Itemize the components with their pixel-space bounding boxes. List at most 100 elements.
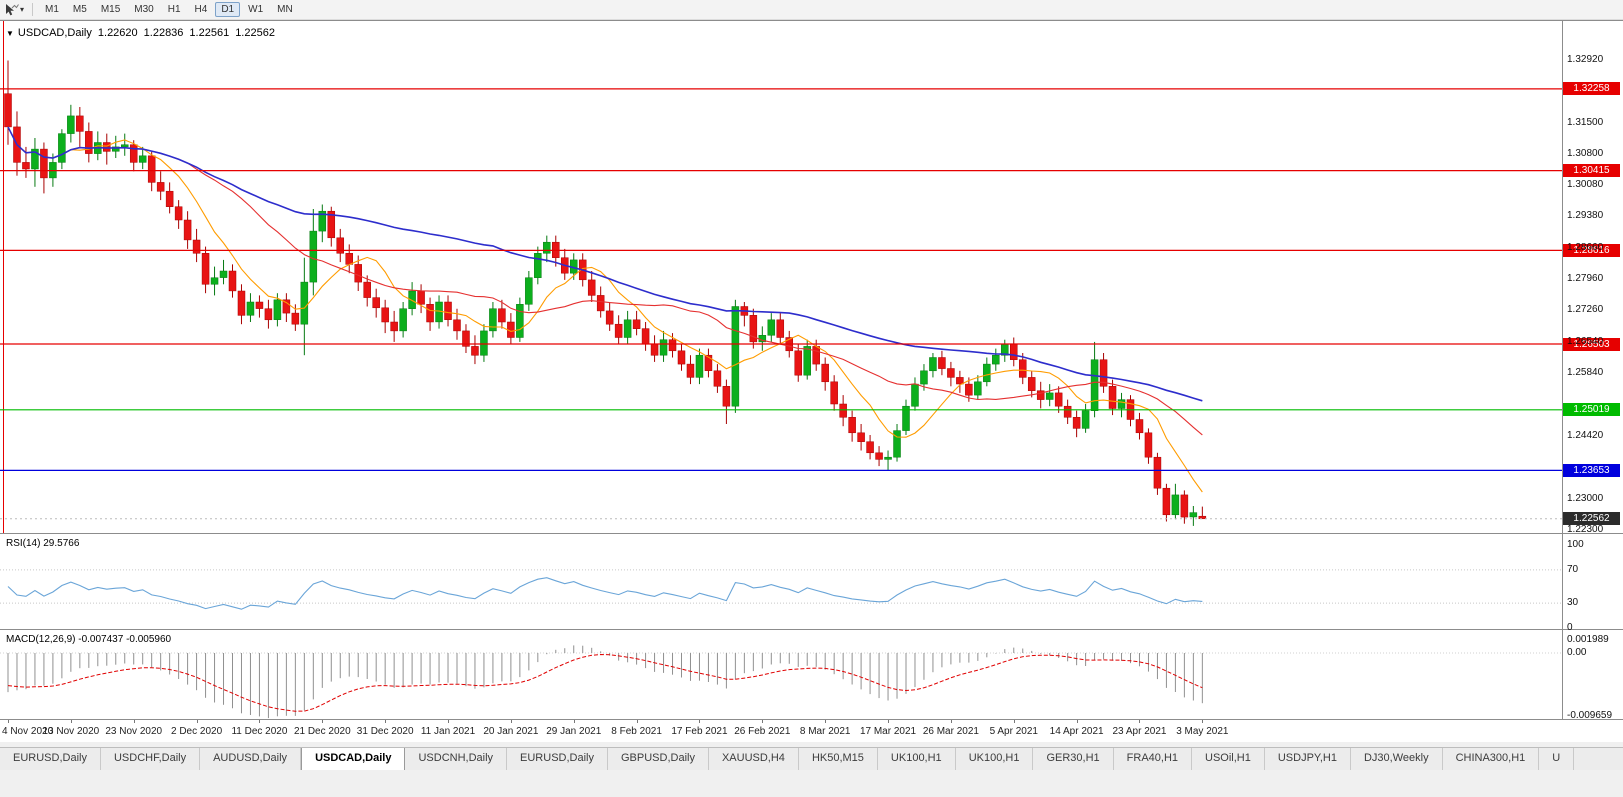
time-axis[interactable]: 4 Nov 2020 13 Nov 2020 23 Nov 2020 2 Dec 20… <box>0 720 1623 742</box>
tab-uk100-h1[interactable]: UK100,H1 <box>955 748 1034 770</box>
date-label: 11 Dec 2020 <box>231 726 288 737</box>
timeframe-button-w1[interactable]: W1 <box>248 4 264 15</box>
tab-usdcad-daily[interactable]: USDCAD,Daily <box>301 748 406 770</box>
tab-dj30-weekly[interactable]: DJ30,Weekly <box>1350 748 1443 770</box>
time-tick-mark <box>762 720 764 723</box>
price-tick: 1.30080 <box>1567 179 1604 191</box>
rsi-line <box>7 577 1203 610</box>
macd-signal-line <box>7 653 1203 712</box>
tab-uk100-h1[interactable]: UK100,H1 <box>877 748 956 770</box>
price-tick: 1.23000 <box>1567 493 1604 505</box>
rsi-tick: 0 <box>1567 622 1573 633</box>
price-tick: 1.28660 <box>1567 242 1604 254</box>
tab-usoil-h1[interactable]: USOil,H1 <box>1192 748 1265 770</box>
level-badge-1.30415: 1.30415 <box>1563 164 1620 178</box>
chart-window-top-border <box>0 20 1623 21</box>
ma-line-55 <box>7 126 1203 402</box>
chart-menu-icon[interactable]: ▼ <box>6 28 14 38</box>
time-tick-mark <box>1013 720 1015 723</box>
time-tick-mark <box>1202 720 1204 723</box>
price-tick: 1.30800 <box>1567 147 1604 159</box>
price-axis[interactable]: 1.32258 1.30415 1.28616 1.26503 1.25019 1.236… <box>1563 21 1623 536</box>
current-price-badge: 1.22562 <box>1563 512 1620 526</box>
timeframe-button-m5[interactable]: M5 <box>72 4 87 15</box>
panel-separator-rsi[interactable] <box>0 533 1623 534</box>
time-tick-mark <box>510 720 512 723</box>
date-label: 23 Nov 2020 <box>105 726 163 737</box>
macd-label: MACD(12,26,9) -0.007437 -0.005960 <box>6 634 172 645</box>
tab-hk50-m15[interactable]: HK50,M15 <box>798 748 878 770</box>
dropdown-caret-icon[interactable]: ▾ <box>20 5 25 14</box>
tab-xauusd-h4[interactable]: XAUUSD,H4 <box>708 748 799 770</box>
chart-window: 1.32258 1.30415 1.28616 1.26503 1.25019 1.236… <box>0 20 1623 742</box>
time-tick-mark <box>699 720 701 723</box>
tab-ger30-h1[interactable]: GER30,H1 <box>1033 748 1114 770</box>
macd-tick: 0.001989 <box>1567 634 1609 645</box>
price-tick: 1.29380 <box>1567 210 1604 222</box>
price-tick: 1.27260 <box>1567 304 1604 316</box>
macd-chart[interactable] <box>0 630 1562 719</box>
tab-eurusd-daily[interactable]: EURUSD,Daily <box>0 748 101 770</box>
macd-tick: -0.009659 <box>1567 710 1613 721</box>
price-tick: 1.27960 <box>1567 273 1604 285</box>
horizontal-level-lines[interactable] <box>0 88 1562 471</box>
time-tick-mark <box>636 720 638 723</box>
quote-open: 1.22620 <box>97 27 138 39</box>
date-label: 14 Apr 2021 <box>1049 726 1104 737</box>
timeframe-button-h4[interactable]: H4 <box>194 4 208 15</box>
time-tick-mark <box>133 720 135 723</box>
tab-gbpusd-daily[interactable]: GBPUSD,Daily <box>608 748 709 770</box>
ma-line-21 <box>7 126 1203 436</box>
date-label: 26 Feb 2021 <box>734 726 791 737</box>
tab-usdjpy-h1[interactable]: USDJPY,H1 <box>1264 748 1351 770</box>
date-label: 8 Feb 2021 <box>611 726 662 737</box>
tab-eurusd-daily[interactable]: EURUSD,Daily <box>507 748 608 770</box>
tab-usdchf-daily[interactable]: USDCHF,Daily <box>100 748 201 770</box>
chart-cursor-icon[interactable] <box>4 3 19 17</box>
timeframe-button-mn[interactable]: MN <box>277 4 293 15</box>
time-tick-mark <box>448 720 450 723</box>
tab-u[interactable]: U <box>1539 748 1575 770</box>
date-label: 31 Dec 2020 <box>356 726 414 737</box>
panel-separator-macd[interactable] <box>0 629 1623 630</box>
time-tick-mark <box>1076 720 1078 723</box>
rsi-axis[interactable]: 100 70 30 0 <box>1563 534 1623 633</box>
time-tick-mark <box>385 720 387 723</box>
date-label: 5 Apr 2021 <box>989 726 1038 737</box>
time-tick-mark <box>888 720 890 723</box>
timeframe-button-h1[interactable]: H1 <box>167 4 181 15</box>
timeframe-button-d1[interactable]: D1 <box>215 2 241 17</box>
date-label: 11 Jan 2021 <box>420 726 476 737</box>
rsi-chart[interactable] <box>0 534 1562 629</box>
price-tick: 1.25840 <box>1567 367 1604 379</box>
timeframe-button-m15[interactable]: M15 <box>100 4 121 15</box>
level-badge-1.32258: 1.32258 <box>1563 82 1620 96</box>
date-label: 2 Dec 2020 <box>171 726 223 737</box>
price-tick: 1.22300 <box>1567 524 1604 536</box>
timeframe-buttons: M1 M5 M15 M30 H1 H4 D1 W1 MN <box>38 2 300 17</box>
price-chart[interactable] <box>0 21 1562 533</box>
top-toolbar: ▾ M1 M5 M15 M30 H1 H4 D1 W1 MN <box>0 0 1623 20</box>
tab-china300-h1[interactable]: CHINA300,H1 <box>1442 748 1540 770</box>
date-label: 26 Mar 2021 <box>922 726 979 737</box>
chart-tab-bar: EURUSD,Daily USDCHF,Daily AUDUSD,Daily USDC… <box>0 747 1623 770</box>
level-badge-1.25019: 1.25019 <box>1563 403 1620 417</box>
timeframe-button-m1[interactable]: M1 <box>45 4 59 15</box>
macd-histogram <box>7 645 1203 719</box>
date-label: 23 Apr 2021 <box>1112 726 1167 737</box>
time-tick-mark <box>950 720 952 723</box>
time-tick-mark <box>70 720 72 723</box>
symbol-period-label: USDCAD,Daily <box>17 27 92 39</box>
quote-high: 1.22836 <box>143 27 184 39</box>
tab-fra40-h1[interactable]: FRA40,H1 <box>1113 748 1193 770</box>
price-tick: 1.32920 <box>1567 53 1604 65</box>
price-tick: 1.26540 <box>1567 336 1604 348</box>
time-axis-border <box>0 719 1623 720</box>
macd-axis[interactable]: 0.001989 0.00 -0.009659 <box>1563 630 1623 721</box>
rsi-tick: 30 <box>1567 597 1579 609</box>
timeframe-button-m30[interactable]: M30 <box>134 4 154 15</box>
date-label: 20 Jan 2021 <box>483 726 539 737</box>
tab-audusd-daily[interactable]: AUDUSD,Daily <box>200 748 302 770</box>
tab-usdcnh-daily[interactable]: USDCNH,Daily <box>405 748 508 770</box>
date-label: 3 May 2021 <box>1176 726 1229 737</box>
